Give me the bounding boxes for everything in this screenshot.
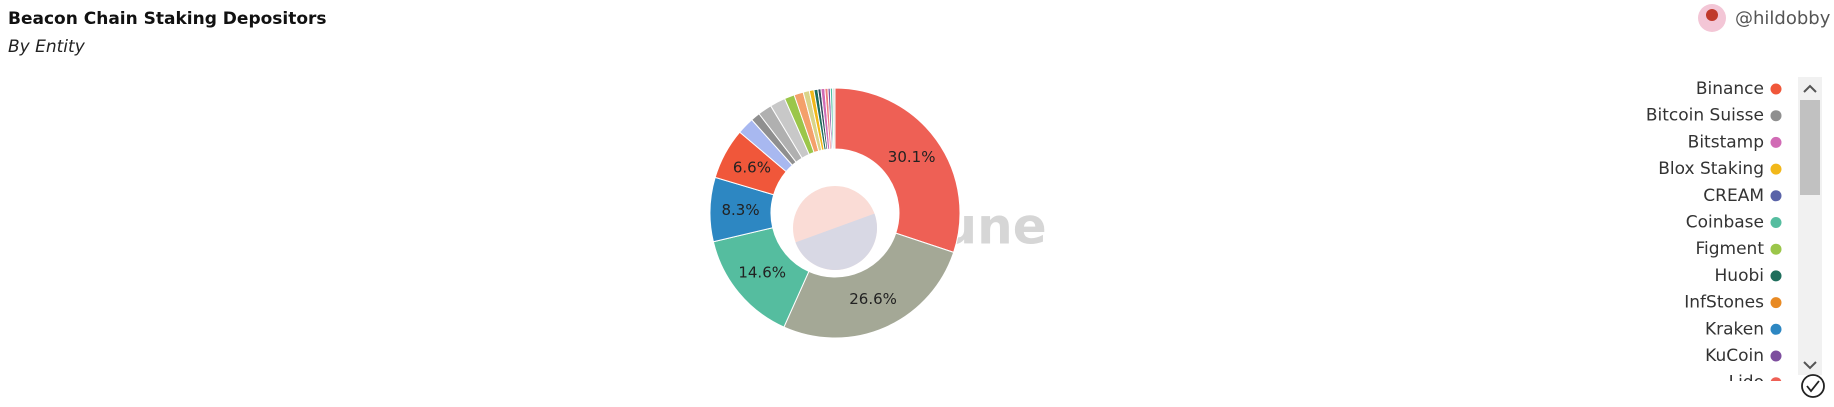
legend-swatch (1770, 270, 1782, 282)
check-mark (1806, 380, 1820, 393)
legend-item[interactable]: Huobi (1715, 266, 1782, 286)
legend-swatch (1770, 163, 1782, 175)
legend-label: Bitstamp (1688, 132, 1764, 152)
legend-item[interactable]: Bitstamp (1688, 132, 1782, 152)
legend-item[interactable]: Kraken (1705, 319, 1782, 339)
legend-swatch (1770, 217, 1782, 228)
legend-label: CREAM (1703, 186, 1764, 206)
legend-swatch (1770, 190, 1782, 202)
legend: Binance Bitcoin Suisse Bitstamp Blox Stakin… (1646, 79, 1782, 393)
check-circle (1801, 374, 1825, 398)
data-label: 30.1% (888, 148, 936, 166)
legend-swatch (1770, 110, 1782, 122)
chart-title: Beacon Chain Staking Depositors (8, 9, 327, 29)
legend-swatch (1770, 377, 1782, 381)
legend-item[interactable]: Coinbase (1686, 213, 1782, 233)
legend-item[interactable]: Blox Staking (1658, 159, 1782, 179)
data-label: 6.6% (733, 158, 771, 176)
legend-item[interactable]: Lido (1729, 373, 1782, 393)
legend-label: Huobi (1715, 266, 1764, 286)
data-label: 8.3% (721, 201, 759, 219)
legend-item[interactable]: Binance (1696, 79, 1782, 99)
pie: 30.1% 26.6% 14.6% 8.3% 6.6% (709, 87, 961, 339)
author-handle: @hildobby (1735, 8, 1831, 29)
legend-item[interactable]: KuCoin (1705, 346, 1782, 366)
scrollbar-thumb[interactable] (1800, 100, 1820, 195)
legend-item[interactable]: Bitcoin Suisse (1646, 106, 1782, 126)
legend-swatch (1770, 136, 1782, 148)
legend-label: InfStones (1684, 293, 1764, 313)
legend-swatch (1770, 297, 1782, 309)
logo-half (795, 213, 877, 270)
legend-label: Bitcoin Suisse (1646, 106, 1764, 126)
scroll-up[interactable] (1803, 84, 1817, 93)
legend-swatch (1770, 243, 1782, 255)
chart-subtitle: By Entity (8, 37, 86, 57)
pie-slice (832, 87, 836, 150)
legend-label: Coinbase (1686, 213, 1764, 233)
check-button[interactable] (1801, 374, 1825, 398)
legend-label: KuCoin (1705, 346, 1764, 366)
legend-label: Blox Staking (1658, 159, 1764, 179)
legend-label: Lido (1729, 373, 1764, 393)
legend-label: Binance (1696, 79, 1764, 99)
legend-item[interactable]: Figment (1695, 239, 1782, 259)
legend-item[interactable]: CREAM (1703, 186, 1782, 206)
author-badge[interactable]: @hildobby (1698, 4, 1831, 32)
legend-item[interactable]: InfStones (1684, 293, 1782, 313)
legend-swatch (1770, 83, 1782, 95)
pie-slice (783, 232, 955, 339)
pie-slice (834, 87, 961, 254)
legend-swatch (1770, 323, 1782, 335)
data-label: 26.6% (849, 290, 897, 308)
legend-label: Kraken (1705, 319, 1764, 339)
scroll-down[interactable] (1803, 361, 1817, 370)
avatar-face (1706, 9, 1718, 21)
legend-label: Figment (1695, 239, 1764, 259)
legend-swatch (1770, 350, 1782, 362)
data-label: 14.6% (738, 264, 786, 282)
